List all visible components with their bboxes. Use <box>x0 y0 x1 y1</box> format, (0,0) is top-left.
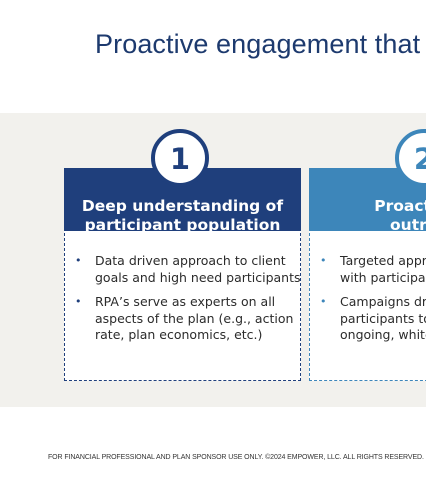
bullet-list: • Targeted appr with participan • Campai… <box>310 253 426 352</box>
page-title: Proactive engagement that <box>95 29 421 59</box>
bullet-text-line: Data driven approach to client <box>95 253 286 268</box>
bullet-item: • RPA’s serve as experts on all aspects … <box>65 294 300 344</box>
bullet-item: • Targeted appr with participan <box>310 253 426 286</box>
bullet-text-line: with participan <box>340 269 426 285</box>
card-heading: Deep understanding of participant popula… <box>64 197 301 235</box>
bullet-text-line: Campaigns dri <box>340 294 426 309</box>
card-heading-line: participant population <box>84 216 281 234</box>
bullet-text-line: RPA’s serve as experts on all <box>95 294 276 309</box>
bullet-list: • Data driven approach to client goals a… <box>65 253 301 352</box>
bullet-item: • Campaigns dri participants to ongoing,… <box>310 294 426 344</box>
card-participant-population: Deep understanding of participant popula… <box>64 168 301 381</box>
bullet-icon: • <box>75 254 82 267</box>
card-heading-line: Proactive an <box>374 197 426 215</box>
bullet-text-line: rate, plan economics, etc.) <box>95 327 263 342</box>
bullet-icon: • <box>320 254 327 267</box>
card-proactive-outreach: Proactive an outreach • Targeted appr wi… <box>309 168 426 381</box>
bullet-icon: • <box>75 295 82 308</box>
card-heading: Proactive an outreach <box>309 197 426 235</box>
step-number-badge: 1 <box>151 129 209 187</box>
content-band: Deep understanding of participant popula… <box>0 113 426 407</box>
bullet-text-line: participants to <box>340 310 426 326</box>
bullet-text-line: aspects of the plan (e.g., action <box>95 310 294 326</box>
footer-disclaimer: FOR FINANCIAL PROFESSIONAL AND PLAN SPON… <box>48 454 424 461</box>
bullet-text-line: goals and high need participants <box>95 269 301 285</box>
bullet-text-line: Targeted appr <box>340 253 426 268</box>
bullet-item: • Data driven approach to client goals a… <box>65 253 301 286</box>
bullet-icon: • <box>320 295 327 308</box>
bullet-text-line: ongoing, white <box>340 327 426 342</box>
card-heading-line: Deep understanding of <box>81 197 284 215</box>
card-heading-line: outreach <box>390 216 426 234</box>
